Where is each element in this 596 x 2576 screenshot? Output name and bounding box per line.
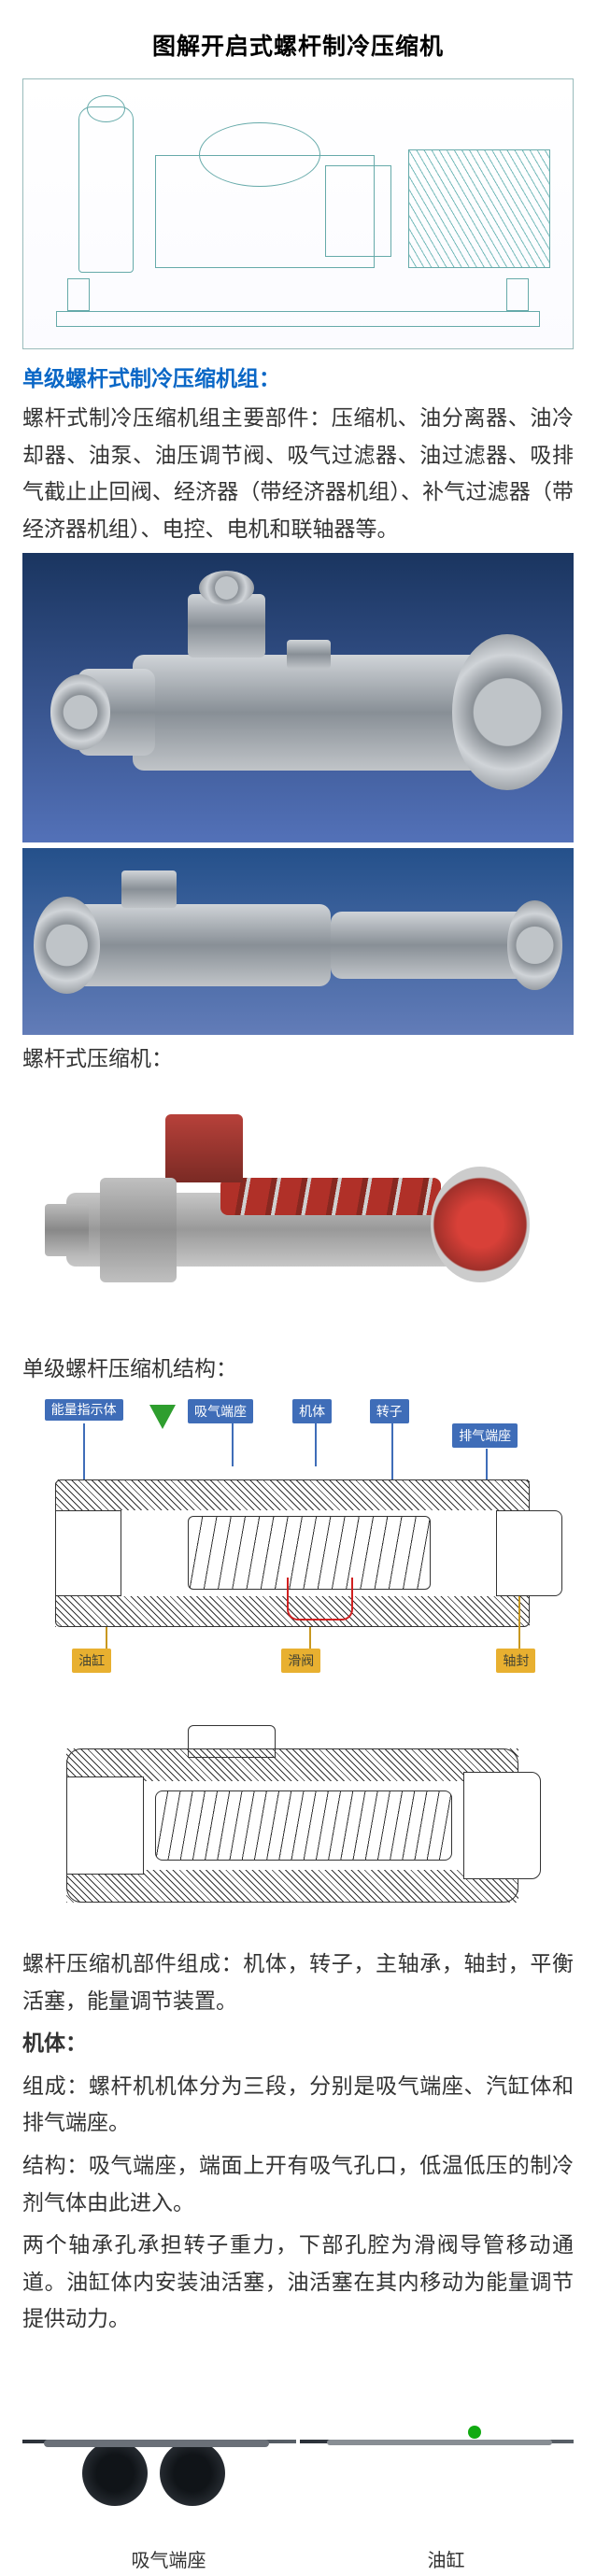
figure-cutaway xyxy=(22,1083,574,1345)
label-discharge-seat: 排气端座 xyxy=(452,1423,518,1448)
para-parts: 螺杆压缩机部件组成：机体，转子，主轴承，轴封，平衡活塞，能量调节装置。 xyxy=(22,1946,574,2019)
heading-struct: 单级螺杆压缩机结构： xyxy=(22,1351,574,1388)
heading-unit: 单级螺杆式制冷压缩机组： xyxy=(22,361,574,392)
label-suction-seat: 吸气端座 xyxy=(188,1399,253,1423)
figure-labeled-diagram: 能量指示体 吸气端座 机体 转子 排气端座 油缸 滑阀 轴封 xyxy=(22,1393,574,1701)
label-shaft-seal: 轴封 xyxy=(496,1649,535,1673)
para-unit: 螺杆式制冷压缩机组主要部件：压缩机、油分离器、油冷却器、油泵、油压调节阀、吸气过… xyxy=(22,400,574,547)
page-title: 图解开启式螺杆制冷压缩机 xyxy=(22,28,574,62)
heading-body: 机体： xyxy=(22,2025,574,2062)
label-energy-indicator: 能量指示体 xyxy=(45,1399,123,1421)
watermark-text: 微信号：nhvaca xyxy=(487,2425,568,2441)
caption-suction-seat: 吸气端座 xyxy=(132,2545,206,2572)
label-body: 机体 xyxy=(292,1399,332,1423)
wechat-icon xyxy=(468,2426,481,2439)
photo-suction-seat xyxy=(22,2440,296,2443)
label-slide-valve: 滑阀 xyxy=(281,1649,320,1673)
green-arrow-icon xyxy=(149,1405,176,1429)
heading-comp: 螺杆式压缩机： xyxy=(22,1040,574,1078)
label-rotor: 转子 xyxy=(370,1399,409,1423)
label-oil-cylinder: 油缸 xyxy=(72,1649,111,1673)
figure-render-top xyxy=(22,553,574,842)
watermark: 微信号：nhvaca xyxy=(468,2425,568,2441)
figure-render-bottom xyxy=(22,848,574,1035)
figure-photos: 微信号：nhvaca xyxy=(22,2343,574,2540)
para-body3: 两个轴承孔承担转子重力，下部孔腔为滑阀导管移动通道。油缸体内安装油活塞，油活塞在… xyxy=(22,2227,574,2338)
caption-oil-cylinder: 油缸 xyxy=(428,2545,465,2572)
photo-oil-cylinder: 微信号：nhvaca xyxy=(300,2440,574,2443)
figure-cross-section xyxy=(22,1706,574,1940)
para-body2: 结构：吸气端座，端面上开有吸气孔口，低温低压的制冷剂气体由此进入。 xyxy=(22,2147,574,2221)
figure-blueprint xyxy=(22,78,574,349)
para-body1: 组成：螺杆机机体分为三段，分别是吸气端座、汽缸体和排气端座。 xyxy=(22,2068,574,2142)
